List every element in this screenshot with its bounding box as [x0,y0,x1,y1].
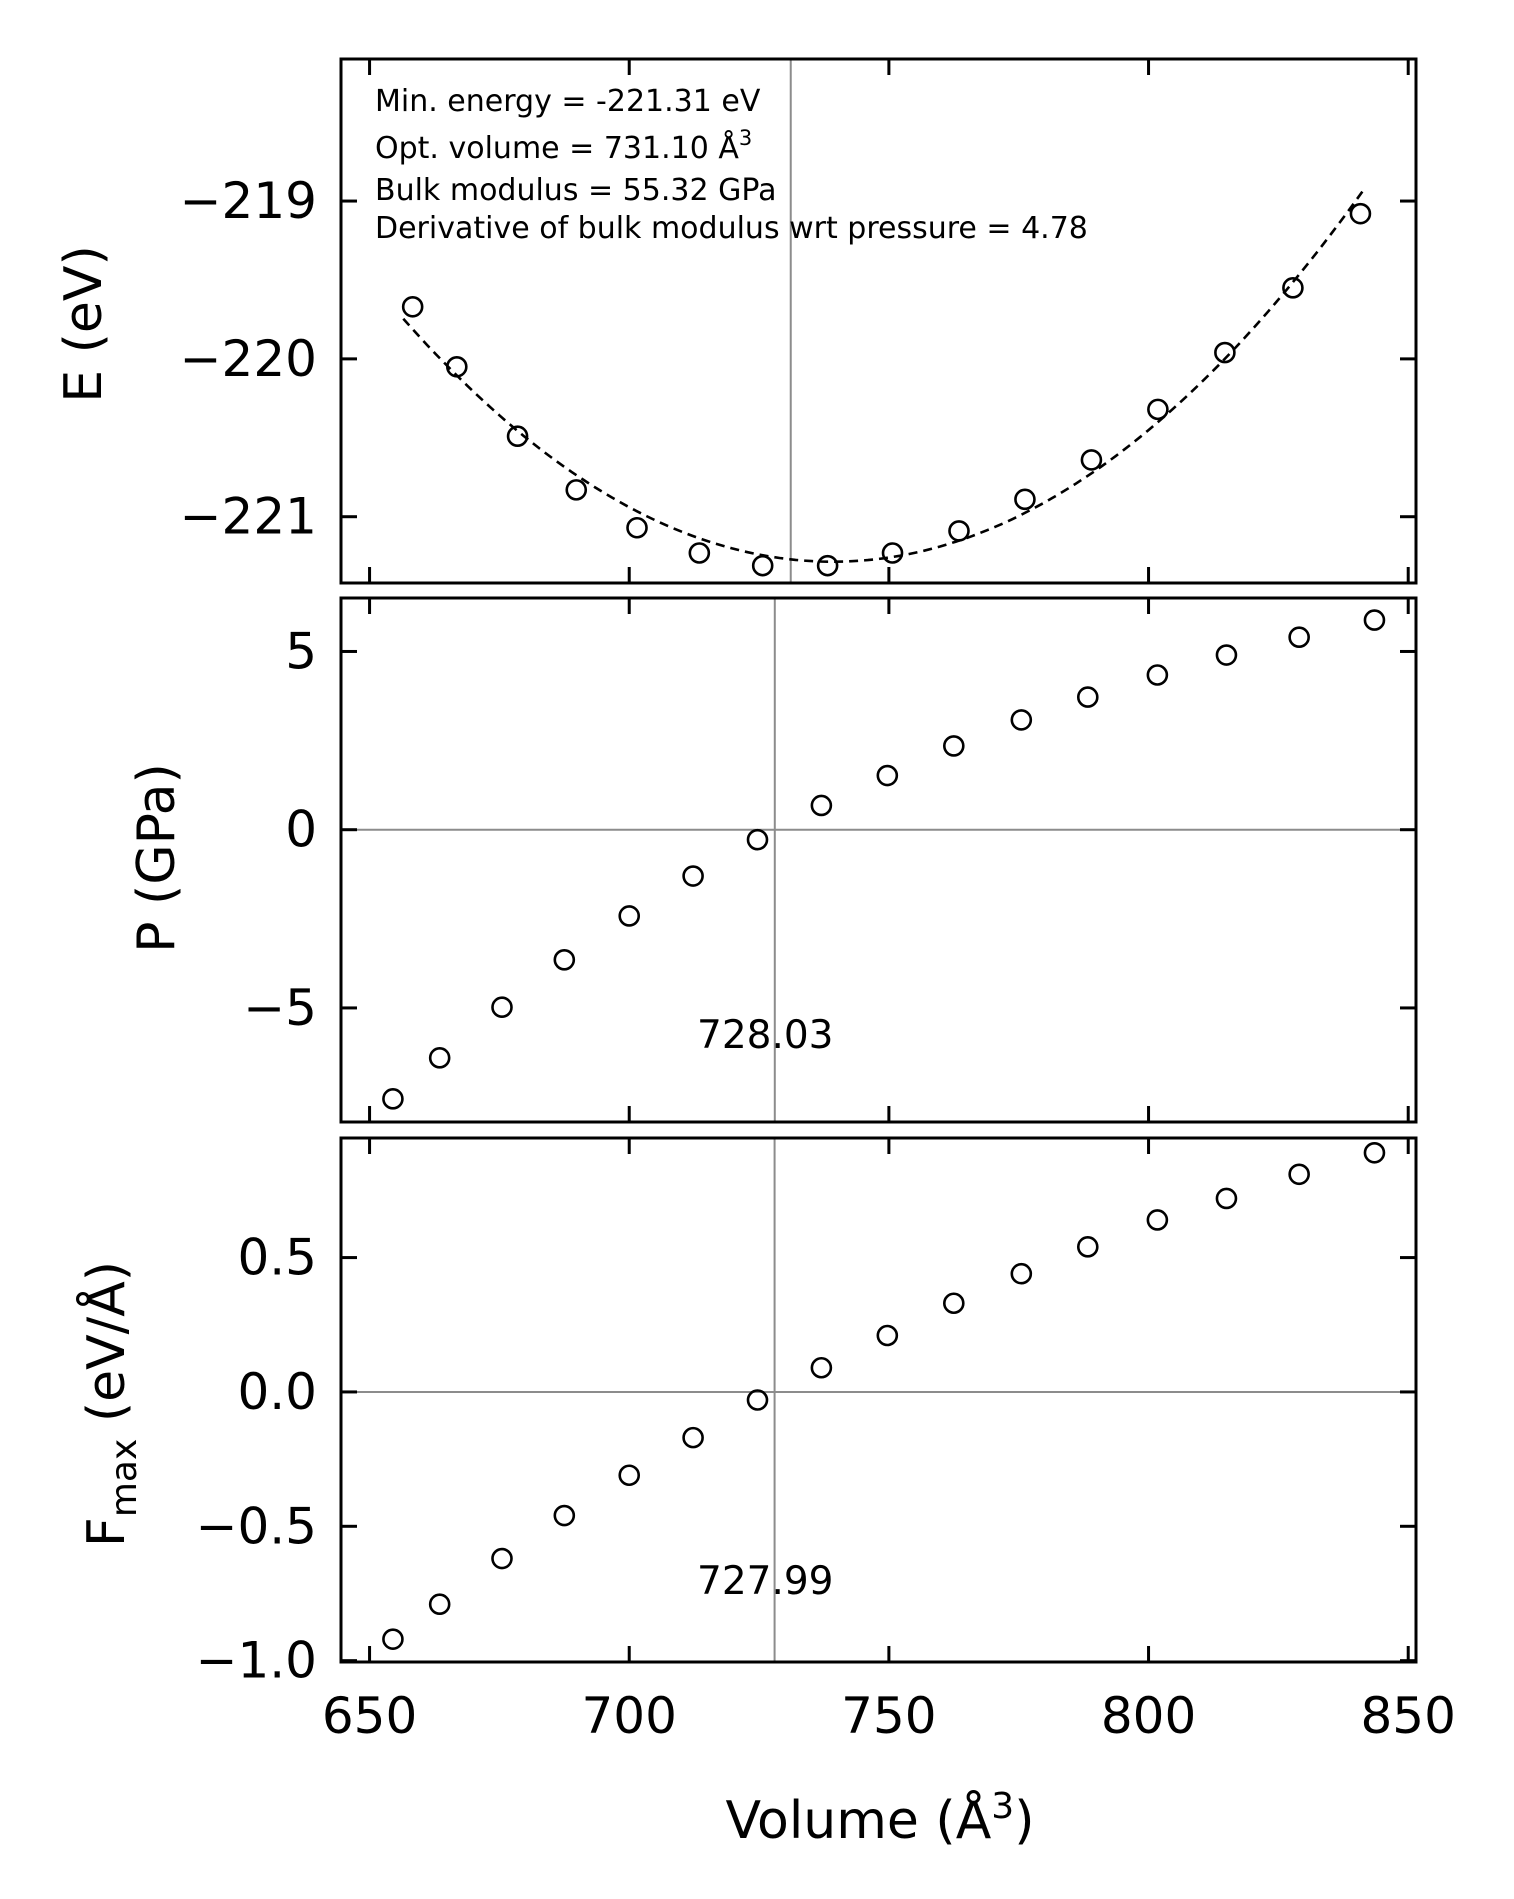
data-point [876,764,899,787]
data-point [881,542,904,564]
y-tick-label: 0.5 [237,1229,317,1287]
plot-frame [339,57,1418,585]
data-point [816,554,839,577]
data-point [746,828,769,851]
y-tick-label: −219 [180,172,317,230]
data-point [1214,341,1236,364]
data-point [810,794,833,817]
y-tick-label: −220 [180,330,317,388]
data-point [506,425,529,448]
y-tick-label: −5 [243,979,317,1037]
y-tick-label: 5 [285,622,317,680]
data-point [1288,626,1310,649]
pressure-y-axis-label: P (GPa) [127,763,187,953]
data-point [1363,609,1386,631]
energy-panel: −221 −220 −219 Min. energy = -221.31 eV Op… [180,57,1418,585]
data-point [1010,1262,1033,1285]
data-point [491,1547,513,1570]
data-point [618,905,641,927]
data-point [1147,398,1169,421]
data-point [1282,277,1304,299]
force-panel: 650 700 750 800 850 −1.0 −0.5 0.0 0.5 727.99 [196,1136,1456,1745]
x-tick-label: 850 [1360,1687,1455,1745]
data-point [1010,709,1033,731]
data-point [382,1628,404,1650]
data-point [565,479,588,501]
x-tick-label: 700 [582,1687,677,1745]
data-point [682,865,704,887]
y-tick-label: −221 [180,488,317,546]
data-point [1215,1187,1238,1210]
force-vline-label: 727.99 [697,1559,833,1604]
bulk-modulus-annotation: Bulk modulus = 55.32 GPa [375,173,776,208]
data-point [1076,686,1099,708]
data-point [1146,664,1169,686]
data-point [382,1088,404,1110]
data-point [428,1047,451,1069]
data-point [1146,1209,1169,1231]
x-tick-label: 750 [841,1687,936,1745]
data-point [688,542,711,564]
data-point [1349,202,1372,225]
data-point [401,295,424,318]
energy-y-axis-label: E (eV) [54,245,114,403]
data-point [553,949,576,971]
data-point [618,1464,641,1487]
data-point [943,1292,965,1315]
data-point [810,1356,833,1379]
data-point [491,996,513,1019]
data-point [751,554,774,577]
data-point [553,1504,576,1527]
data-point [1215,644,1238,666]
plot-frame [339,1136,1418,1664]
data-point [746,1389,769,1411]
data-point [1014,488,1036,511]
plot-frame [339,596,1418,1124]
data-point [1076,1236,1099,1258]
data-point [943,735,965,757]
x-tick-label: 650 [322,1687,417,1745]
x-axis-label: Volume (Å3) [726,1786,1035,1851]
y-tick-label: −1.0 [196,1632,317,1690]
y-tick-label: 0.0 [237,1363,317,1421]
data-point [428,1593,451,1616]
data-point [626,516,648,539]
force-y-axis-label: Fmax (eV/Å) [75,1261,145,1547]
data-point [1363,1141,1386,1164]
pressure-panel: −5 0 5 728.03 [243,596,1418,1124]
y-tick-label: 0 [285,801,317,859]
y-tick-label: −0.5 [196,1497,317,1555]
data-point [446,355,468,378]
min-energy-annotation: Min. energy = -221.31 eV [375,84,761,119]
opt-volume-annotation: Opt. volume = 731.10 Å3 [375,126,752,166]
bulk-modulus-derivative-annotation: Derivative of bulk modulus wrt pressure … [375,211,1088,246]
data-point [876,1324,899,1347]
pressure-vline-label: 728.03 [697,1013,833,1058]
data-point [1080,449,1103,471]
data-point [1288,1163,1310,1186]
x-tick-label: 800 [1101,1687,1196,1745]
data-point [682,1426,704,1449]
data-point [948,520,970,542]
